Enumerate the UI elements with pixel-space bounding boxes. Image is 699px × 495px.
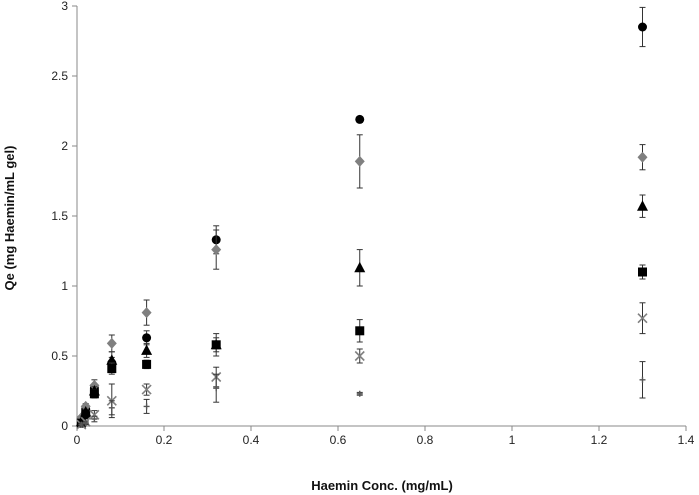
series-1: [76, 6, 647, 424]
data-point: [89, 409, 100, 420]
data-point: [108, 404, 115, 411]
data-point: [355, 114, 365, 124]
data-point: [355, 326, 365, 336]
x-tick-label: 0.4: [243, 433, 260, 447]
y-axis-title: Qe (mg Haemin/mL gel): [2, 146, 17, 291]
y-tick-label: 3: [61, 0, 68, 13]
x-axis-ticks: 0 0.2 0.4 0.6 0.8 1 1.2 1.4: [74, 426, 695, 447]
x-tick-label: 1.4: [678, 433, 695, 447]
data-point: [141, 307, 152, 319]
y-tick-label: 0.5: [51, 349, 68, 363]
data-point: [213, 385, 220, 392]
data-point: [211, 340, 221, 350]
series-3: [75, 194, 648, 427]
data-point: [354, 261, 366, 273]
x-tick-label: 0.8: [417, 433, 434, 447]
series-5: [76, 302, 648, 430]
axes: [76, 6, 686, 427]
data-point: [637, 200, 648, 211]
data-point: [141, 384, 152, 395]
data-point: [142, 333, 152, 343]
series-4: [76, 264, 647, 428]
x-tick-label: 0.6: [330, 433, 347, 447]
data-point: [91, 416, 98, 422]
data-point: [637, 151, 648, 163]
x-tick-label: 1.2: [591, 433, 608, 447]
x-tick-label: 1: [509, 433, 516, 447]
x-tick-label: 0: [74, 433, 81, 447]
y-tick-label: 0: [61, 419, 68, 433]
data-point: [81, 410, 91, 420]
data-point: [639, 376, 646, 383]
x-axis-title: Haemin Conc. (mg/mL): [311, 478, 453, 493]
data-point: [89, 389, 99, 399]
y-tick-label: 2: [61, 139, 68, 153]
y-tick-label: 1: [61, 279, 68, 293]
y-tick-label: 1.5: [51, 209, 68, 223]
data-point: [107, 364, 117, 374]
data-point: [82, 420, 89, 427]
data-point: [638, 267, 647, 277]
data-point: [106, 354, 118, 365]
x-tick-label: 0.2: [156, 433, 173, 447]
data-point: [637, 313, 648, 324]
data-point: [141, 344, 153, 355]
data-point: [638, 22, 647, 32]
series-6: [78, 361, 646, 428]
y-axis-ticks: 0 0.5 1 1.5 2 2.5 3: [51, 0, 77, 433]
data-point: [143, 403, 150, 410]
data-point: [354, 155, 365, 167]
series-2: [76, 134, 648, 424]
y-tick-label: 2.5: [51, 69, 68, 83]
data-point: [106, 337, 117, 349]
data-point: [354, 350, 365, 362]
data-points: [75, 6, 648, 430]
data-point: [356, 390, 363, 397]
data-point: [142, 359, 152, 369]
data-point: [211, 244, 222, 256]
